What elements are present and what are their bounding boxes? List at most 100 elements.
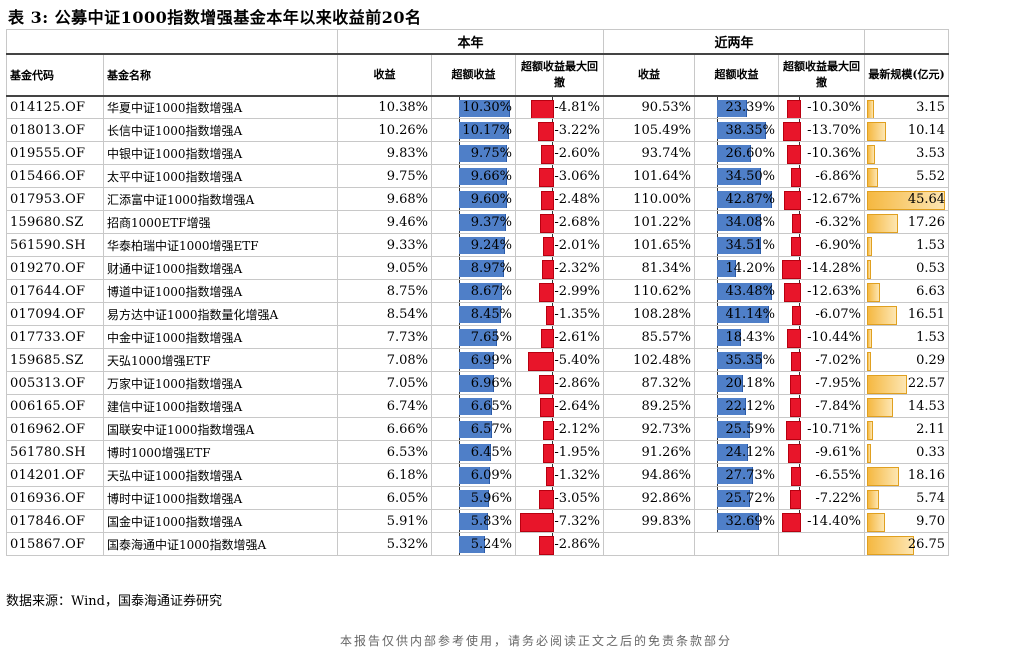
cell-excess: 9.66%: [431, 164, 516, 188]
cell-text: 7.05%: [386, 375, 428, 391]
cell-ret: 6.66%: [337, 417, 432, 441]
cell-text: 6.05%: [386, 490, 428, 506]
excess-return-bar: [459, 444, 492, 461]
cell-text: 5.24%: [470, 536, 512, 552]
drawdown-bar: [541, 191, 554, 210]
excess-return-2y-bar: [717, 260, 736, 277]
cell-text: -1.95%: [554, 444, 601, 460]
excess-return-bar: [459, 191, 507, 208]
fund-size-bar: [867, 513, 886, 532]
table-row: 017094.OF 易方达中证1000指数量化增强A 8.54% 8.45% -1.35…: [6, 302, 950, 326]
cell-excess: 9.24%: [431, 233, 516, 257]
cell-text: 019555.OF: [10, 145, 86, 161]
fund-size-bar: [867, 145, 875, 164]
cell-ret: 5.32%: [337, 532, 432, 556]
cell-text: 34.50%: [725, 168, 776, 184]
cell-text: 10.38%: [378, 99, 428, 115]
cell-text: 18.16: [907, 467, 946, 483]
cell-text: 101.64%: [633, 168, 692, 184]
cell-text: 34.08%: [725, 214, 776, 230]
drawdown-2y-bar: [786, 421, 801, 440]
cell-text: -2.12%: [554, 421, 601, 437]
cell-size: 3.53: [864, 141, 950, 165]
cell-code: 561590.SH: [6, 233, 104, 257]
excess-return-2y-bar: [717, 444, 749, 461]
cell-text: 国金中证1000指数增强A: [107, 514, 243, 529]
cell-mdd: -2.68%: [514, 210, 605, 234]
cell-text: -12.67%: [807, 191, 862, 207]
cell-mdd: -7.32%: [514, 509, 605, 533]
cell-ret2: 108.28%: [603, 302, 696, 326]
cell-text: 91.26%: [641, 444, 692, 460]
cell-code: 017644.OF: [6, 279, 104, 303]
cell-mdd2: -13.70%: [778, 118, 866, 142]
excess-return-2y-bar: [717, 99, 748, 117]
drawdown-bar: [538, 283, 554, 302]
cell-code: 016936.OF: [6, 486, 104, 510]
header-max-drawdown-2y: 超额收益最大回撤: [778, 53, 866, 97]
cell-text: 9.75%: [386, 168, 428, 184]
drawdown-2y-bar: [784, 191, 801, 210]
excess-return-bar: [459, 122, 510, 139]
drawdown-bar: [542, 421, 554, 440]
drawdown-2y-bar: [790, 490, 801, 509]
cell-ret: 8.75%: [337, 279, 432, 303]
cell-text: 6.74%: [386, 398, 428, 414]
cell-text: -6.32%: [815, 214, 862, 230]
cell-text: -7.22%: [815, 490, 862, 506]
cell-text: 天弘1000增强ETF: [107, 353, 211, 368]
cell-text: 17.26: [907, 214, 946, 230]
cell-excess2: 32.69%: [694, 509, 780, 533]
excess-return-2y-bar: [717, 168, 762, 185]
drawdown-bar: [530, 99, 554, 118]
cell-code: 019555.OF: [6, 141, 104, 165]
cell-text: 6.99%: [470, 352, 512, 368]
cell-text: 9.46%: [386, 214, 428, 230]
table-row: 018013.OF 长信中证1000指数增强A 10.26% 10.17% -3.22%…: [6, 118, 950, 142]
cell-text: -1.35%: [554, 306, 601, 322]
cell-excess: 5.24%: [431, 532, 516, 556]
cell-text: -13.70%: [807, 122, 862, 138]
drawdown-bar: [519, 513, 554, 532]
excess-return-2y-bar: [717, 214, 761, 231]
cell-excess2: 25.72%: [694, 486, 780, 510]
cell-text: 101.65%: [633, 237, 692, 253]
table-row: 016936.OF 博时中证1000指数增强A 6.05% 5.96% -3.05% 92…: [6, 486, 950, 510]
cell-excess: 9.60%: [431, 187, 516, 211]
cell-excess: 8.97%: [431, 256, 516, 280]
cell-excess2: 18.43%: [694, 325, 780, 349]
cell-name: 财通中证1000指数增强A: [103, 256, 338, 280]
cell-excess: 8.45%: [431, 302, 516, 326]
cell-size: 5.52: [864, 164, 950, 188]
cell-text: -6.90%: [815, 237, 862, 253]
cell-text: 博时1000增强ETF: [107, 445, 211, 460]
drawdown-2y-bar: [784, 283, 801, 302]
excess-return-2y-bar: [717, 375, 744, 392]
cell-text: 6.45%: [470, 444, 512, 460]
fund-size-bar: [867, 99, 875, 118]
cell-code: 159685.SZ: [6, 348, 104, 372]
cell-text: 10.26%: [378, 122, 428, 138]
cell-text: 5.96%: [470, 490, 512, 506]
cell-text: 89.25%: [641, 398, 692, 414]
cell-text: 5.91%: [386, 513, 428, 529]
cell-mdd: -1.95%: [514, 440, 605, 464]
cell-text: 5.74: [916, 490, 946, 506]
cell-text: 90.53%: [641, 99, 692, 115]
fund-size-bar: [867, 306, 897, 325]
cell-excess: 5.96%: [431, 486, 516, 510]
cell-excess2: 34.08%: [694, 210, 780, 234]
cell-code: 015466.OF: [6, 164, 104, 188]
cell-excess2: 14.20%: [694, 256, 780, 280]
cell-excess2: 38.35%: [694, 118, 780, 142]
cell-text: 5.83%: [470, 513, 512, 529]
cell-size: 1.53: [864, 233, 950, 257]
cell-text: -3.05%: [554, 490, 601, 506]
cell-text: -12.63%: [807, 283, 862, 299]
cell-mdd2: -7.02%: [778, 348, 866, 372]
cell-text: 1.53: [916, 329, 946, 345]
drawdown-bar: [540, 145, 554, 164]
cell-text: -2.60%: [554, 145, 601, 161]
cell-text: 561590.SH: [10, 237, 86, 253]
cell-text: 国泰海通中证1000指数增强A: [107, 537, 267, 552]
